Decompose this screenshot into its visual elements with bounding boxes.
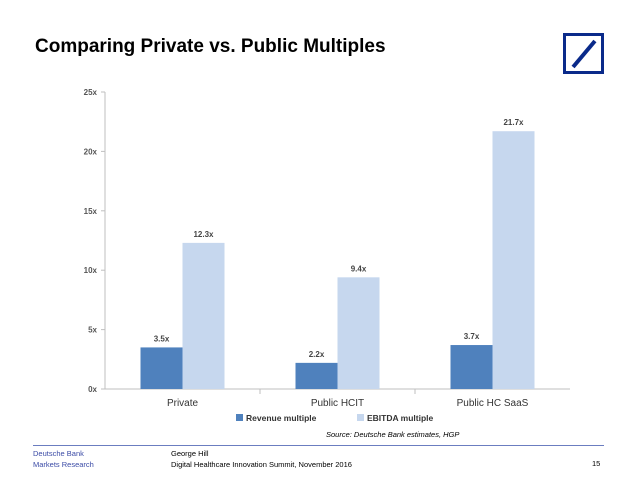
bar-chart: 0x 5x 10x 15x 20x 25x Private 3.5x 12.3x Public H…: [84, 88, 570, 423]
footer-company: Deutsche Bank: [33, 449, 84, 458]
footer-division: Markets Research: [33, 460, 94, 469]
page-title: Comparing Private vs. Public Multiples: [35, 36, 386, 57]
footer-event: Digital Healthcare Innovation Summit, No…: [171, 460, 352, 469]
legend-swatch: [357, 414, 364, 421]
data-label: 3.7x: [464, 332, 480, 341]
data-label: 21.7x: [503, 118, 524, 127]
data-label: 2.2x: [309, 350, 325, 359]
bar-revenue: [295, 362, 338, 389]
data-label: 9.4x: [351, 264, 367, 273]
data-label: 3.5x: [154, 334, 170, 343]
category-label: Public HC SaaS: [457, 398, 529, 409]
y-tick-label: 20x: [84, 147, 98, 156]
legend-swatch: [236, 414, 243, 421]
y-tick-label: 15x: [84, 207, 98, 216]
deutsche-bank-logo: [563, 33, 604, 74]
y-tick-label: 0x: [88, 385, 97, 394]
category-label: Public HCIT: [311, 398, 364, 409]
y-tick-label: 10x: [84, 266, 98, 275]
data-label: 12.3x: [193, 230, 214, 239]
y-tick-label: 5x: [88, 326, 97, 335]
bar-ebitda: [182, 242, 225, 389]
footer-author: George Hill: [171, 449, 209, 458]
bar-ebitda: [337, 277, 380, 389]
category-label: Private: [167, 398, 199, 409]
y-tick-label: 25x: [84, 88, 98, 97]
page-number: 15: [592, 459, 601, 468]
bar-ebitda: [492, 131, 535, 390]
legend-label: EBITDA multiple: [367, 413, 434, 423]
footer-divider: [33, 445, 604, 446]
source-note: Source: Deutsche Bank estimates, HGP: [326, 430, 460, 439]
bar-revenue: [140, 347, 183, 389]
bar-revenue: [450, 345, 493, 389]
legend-label: Revenue multiple: [246, 413, 317, 423]
